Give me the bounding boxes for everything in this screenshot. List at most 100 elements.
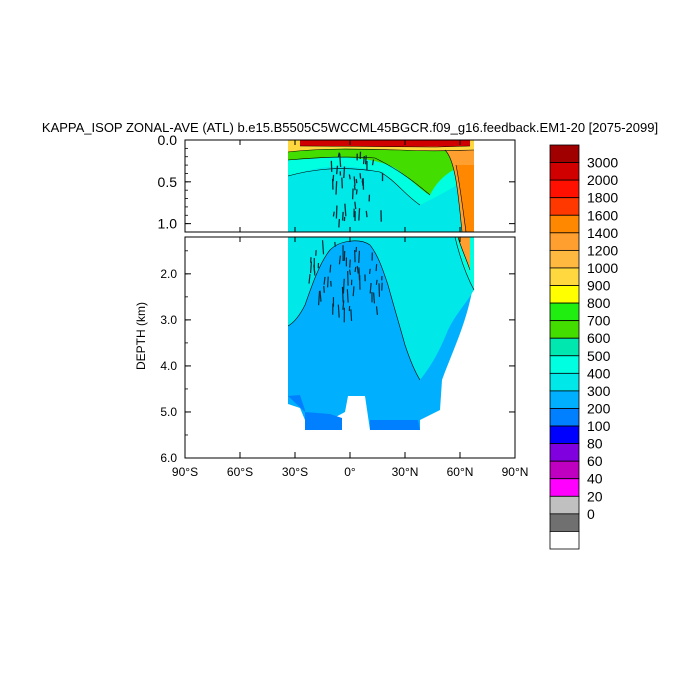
- lower-streak: [323, 276, 326, 285]
- x-tick-label: 90°S: [172, 465, 198, 479]
- x-tick-label: 60°N: [447, 465, 474, 479]
- y-tick-label-lower: 4.0: [160, 359, 177, 373]
- colorbar-swatch: [549, 337, 580, 357]
- y-tick-label-lower: 3.0: [160, 313, 177, 327]
- colorbar-label: 400: [587, 365, 611, 381]
- colorbar-swatch: [549, 249, 580, 269]
- lower-streak: [350, 309, 353, 321]
- colorbar-swatch: [549, 513, 580, 532]
- y-tick-label-upper: 1.0: [158, 216, 178, 232]
- x-tick-label: 30°N: [392, 465, 419, 479]
- upper-streaks: [330, 151, 384, 228]
- colorbar-swatch: [549, 478, 580, 497]
- upper-streak: [359, 173, 362, 179]
- colorbar-swatch: [549, 443, 580, 462]
- colorbar-swatch: [549, 531, 580, 550]
- colorbar-swatch: [549, 285, 580, 304]
- lower-streak: [346, 289, 349, 303]
- upper-streak: [338, 218, 341, 228]
- lower-streak: [356, 265, 359, 274]
- colorbar-label: 1800: [587, 190, 618, 206]
- lower-streak: [352, 286, 355, 297]
- chart-title: KAPPA_ISOP ZONAL-AVE (ATL) b.e15.B5505C5…: [41, 120, 659, 135]
- upper-streak: [354, 201, 357, 210]
- upper-streak: [339, 153, 342, 167]
- lower-streak: [349, 269, 352, 276]
- lower-streak: [342, 278, 345, 294]
- lower-streak: [375, 264, 378, 272]
- colorbar-swatch: [549, 425, 580, 445]
- colorbar-swatch: [549, 144, 580, 163]
- lower-streak: [329, 264, 332, 273]
- upper-contours: [287, 145, 475, 232]
- upper-streak: [341, 211, 344, 221]
- upper-streak: [344, 203, 347, 217]
- upper-streak: [337, 152, 340, 158]
- upper-streak: [355, 178, 358, 184]
- upper-streak: [361, 180, 364, 186]
- upper-streak: [332, 211, 335, 217]
- upper-panel-field: [287, 140, 475, 232]
- colorbar-label: 2000: [587, 172, 618, 188]
- colorbar-label: 80: [587, 436, 603, 452]
- upper-streak: [336, 165, 339, 175]
- colorbar-swatch: [549, 232, 580, 251]
- colorbar-label: 300: [587, 383, 611, 399]
- lower-streak: [375, 306, 379, 316]
- colorbar-label: 1600: [587, 207, 618, 223]
- colorbar-label: 200: [587, 400, 611, 416]
- lower-streak: [358, 250, 361, 263]
- colorbar-label: 1000: [587, 260, 618, 276]
- lower-streak: [354, 266, 357, 273]
- upper-streak: [364, 155, 367, 165]
- y-tick-label-upper: 0.0: [158, 132, 178, 148]
- colorbar-swatch: [549, 495, 580, 515]
- colorbar-swatch: [549, 214, 580, 234]
- lower-streak: [338, 255, 341, 265]
- lower-streak: [341, 286, 344, 303]
- upper-streak: [371, 159, 375, 166]
- lower-panel-field: [287, 237, 475, 430]
- upper-streak: [353, 185, 356, 191]
- y-tick-label-lower: 6.0: [160, 451, 177, 465]
- colorbar-label: 20: [587, 488, 603, 504]
- lower-streak: [369, 282, 372, 294]
- axes: 90°S 60°S 30°S 0° 30°N 60°N 90°N 0.0 0.5 1.0 2.0 3.…: [158, 132, 529, 479]
- lower-contours: [287, 237, 475, 381]
- colorbar-label: 600: [587, 330, 611, 346]
- colorbar-label: 0: [587, 506, 595, 522]
- colorbar-label: 3000: [587, 155, 618, 171]
- colorbar-swatch: [549, 162, 580, 181]
- lower-streak: [375, 279, 378, 285]
- colorbar-label: 40: [587, 471, 603, 487]
- lower-streaks: [308, 240, 383, 323]
- colorbar-label: 1200: [587, 242, 618, 258]
- upper-streak: [348, 174, 351, 180]
- upper-streak: [353, 176, 356, 186]
- x-tick-label: 60°S: [227, 465, 253, 479]
- lower-streak: [358, 267, 361, 281]
- colorbar-swatch: [549, 179, 580, 199]
- lower-streak: [369, 268, 371, 274]
- x-tick-label: 0°: [344, 465, 356, 479]
- x-tick-label: 90°N: [502, 465, 529, 479]
- colorbar-swatch: [549, 320, 580, 339]
- colorbar-swatch: [549, 197, 580, 216]
- colorbar-swatch: [549, 355, 580, 374]
- upper-streak: [365, 210, 368, 218]
- colorbar-label: 1400: [587, 225, 618, 241]
- colorbar-label: 900: [587, 278, 611, 294]
- lower-streak: [318, 290, 321, 306]
- lower-streak: [337, 304, 340, 318]
- colorbar-swatch: [549, 408, 580, 427]
- upper-streak: [355, 189, 358, 195]
- lower-streak: [321, 240, 325, 255]
- upper-streak: [335, 181, 338, 195]
- lower-streak: [309, 261, 313, 274]
- colorbar-label: 60: [587, 453, 603, 469]
- y-tick-label-lower: 5.0: [160, 405, 177, 419]
- lower-mid-field: [288, 237, 474, 380]
- colorbar-label: 100: [587, 418, 611, 434]
- lower-bottom-patch-east: [370, 420, 420, 430]
